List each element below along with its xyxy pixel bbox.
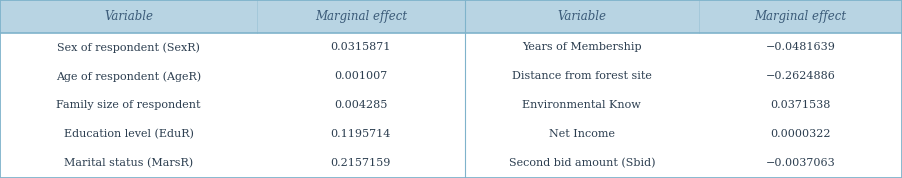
Text: 0.0000322: 0.0000322 xyxy=(770,129,831,140)
Text: 0.004285: 0.004285 xyxy=(334,100,388,111)
Text: Marginal effect: Marginal effect xyxy=(315,10,407,23)
Text: Sex of respondent (SexR): Sex of respondent (SexR) xyxy=(57,42,200,53)
Text: Variable: Variable xyxy=(557,10,606,23)
Text: Marital status (MarsR): Marital status (MarsR) xyxy=(64,158,193,169)
Text: 0.1195714: 0.1195714 xyxy=(331,129,391,140)
Text: Net Income: Net Income xyxy=(548,129,615,140)
Text: −0.0037063: −0.0037063 xyxy=(766,158,835,169)
Text: Environmental Know: Environmental Know xyxy=(522,100,641,111)
Text: Age of respondent (AgeR): Age of respondent (AgeR) xyxy=(56,71,201,82)
Text: Distance from forest site: Distance from forest site xyxy=(511,71,652,82)
Text: Education level (EduR): Education level (EduR) xyxy=(64,129,193,140)
Text: 0.0371538: 0.0371538 xyxy=(770,100,831,111)
Text: Marginal effect: Marginal effect xyxy=(754,10,847,23)
Text: 0.0315871: 0.0315871 xyxy=(331,42,391,53)
Text: −0.2624886: −0.2624886 xyxy=(766,71,835,82)
Text: Family size of respondent: Family size of respondent xyxy=(56,100,201,111)
Text: −0.0481639: −0.0481639 xyxy=(766,42,835,53)
Bar xyxy=(0,0,902,33)
Text: Second bid amount (Sbid): Second bid amount (Sbid) xyxy=(509,158,655,169)
Text: Variable: Variable xyxy=(104,10,153,23)
Text: 0.2157159: 0.2157159 xyxy=(331,158,391,169)
Text: 0.001007: 0.001007 xyxy=(334,71,388,82)
Text: Years of Membership: Years of Membership xyxy=(522,42,641,53)
